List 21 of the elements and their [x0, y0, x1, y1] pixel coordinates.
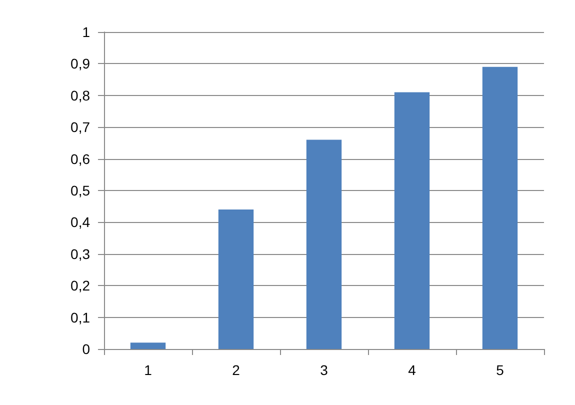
y-tick-label: 0,1 — [70, 309, 90, 326]
bar — [306, 140, 342, 349]
bar — [130, 342, 166, 349]
x-tick-label: 2 — [232, 362, 240, 378]
y-tick-label: 0,7 — [70, 119, 90, 136]
y-tick-label: 0,4 — [70, 214, 90, 230]
y-tick-label: 1 — [82, 24, 90, 40]
y-tick-label: 0,2 — [70, 278, 90, 294]
y-tick-label: 0,9 — [70, 56, 90, 72]
y-tick-label: 0,8 — [70, 87, 90, 104]
bar — [482, 66, 518, 349]
bar — [218, 210, 254, 349]
x-tick-label: 5 — [496, 362, 504, 378]
y-tick-label: 0,6 — [70, 150, 90, 167]
x-tick-label: 1 — [144, 362, 152, 378]
bar — [394, 92, 430, 349]
y-tick-label: 0,5 — [70, 182, 90, 198]
x-tick-label: 3 — [320, 362, 328, 378]
x-tick-label: 4 — [408, 362, 416, 378]
y-tick-label: 0 — [82, 341, 90, 357]
y-tick-label: 0,3 — [70, 246, 90, 262]
